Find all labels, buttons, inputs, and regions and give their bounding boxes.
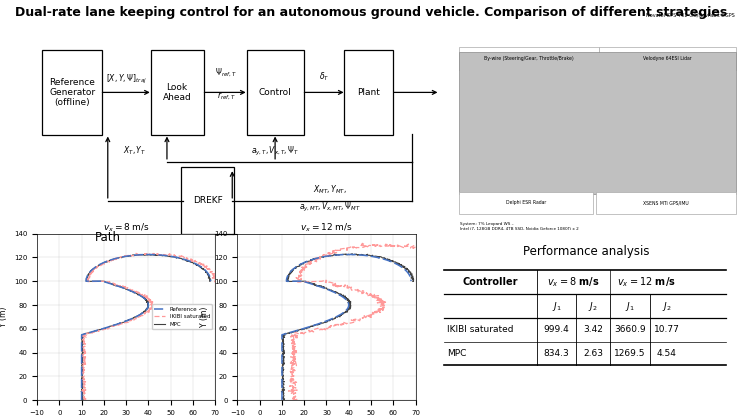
Text: 10.77: 10.77 [654,325,680,334]
Text: Plant: Plant [358,88,381,97]
Text: By-wire (Steering/Gear, Throttle/Brake): By-wire (Steering/Gear, Throttle/Brake) [484,56,574,61]
FancyBboxPatch shape [596,191,736,214]
Text: Look
Ahead: Look Ahead [162,83,191,102]
Text: Velodyne 64ESI Lidar: Velodyne 64ESI Lidar [643,56,692,61]
FancyBboxPatch shape [599,48,736,70]
Text: 4.54: 4.54 [657,349,677,358]
Text: $J_1$: $J_1$ [625,299,634,312]
Text: Dual-rate lane keeping control for an autonomous ground vehicle. Comparison of d: Dual-rate lane keeping control for an au… [15,6,727,19]
Y-axis label: Y (m): Y (m) [0,307,8,327]
Text: $X_{MT}, Y_{MT},$: $X_{MT}, Y_{MT},$ [313,184,347,196]
Y-axis label: Y (m): Y (m) [200,307,209,327]
FancyBboxPatch shape [459,48,599,70]
Text: IKIBI saturated: IKIBI saturated [447,325,513,334]
Text: Performance analysis: Performance analysis [523,245,649,258]
FancyBboxPatch shape [151,50,204,135]
Text: XSENS MTi GPS/IMU: XSENS MTi GPS/IMU [643,200,689,205]
Text: System: 7% Leopard WS –
Intel i7, 128GB DDR4, 4TB SSD, Nvidia Geforce 1080Ti x 2: System: 7% Leopard WS – Intel i7, 128GB … [460,222,579,231]
Text: MPC: MPC [447,349,466,358]
Text: $[X, Y, \Psi]_{traj}$: $[X, Y, \Psi]_{traj}$ [106,73,146,86]
Text: 1269.5: 1269.5 [614,349,646,358]
FancyBboxPatch shape [459,52,736,194]
Text: $\delta_T$: $\delta_T$ [319,71,329,83]
FancyBboxPatch shape [181,167,234,234]
Text: DREKF: DREKF [193,196,223,205]
Text: $J_2$: $J_2$ [588,299,598,312]
Text: Controller: Controller [462,277,518,287]
Text: $a_{y,MT}, V_{x,MT}, \Psi_{MT}$: $a_{y,MT}, V_{x,MT}, \Psi_{MT}$ [299,201,361,214]
Text: 2.63: 2.63 [583,349,603,358]
Text: 834.3: 834.3 [544,349,569,358]
Text: $X_T, Y_T$: $X_T, Y_T$ [122,145,146,157]
Text: Control: Control [259,88,292,97]
Title: $v_x = 12$ m/s: $v_x = 12$ m/s [300,221,353,234]
Text: 3.42: 3.42 [583,325,603,334]
Text: $v_x = 12$ m/s: $v_x = 12$ m/s [617,275,676,289]
Text: Novatel GPS-701-GG/NavFabit DGPS: Novatel GPS-701-GG/NavFabit DGPS [646,13,735,18]
FancyBboxPatch shape [344,50,393,135]
Text: 3660.9: 3660.9 [614,325,646,334]
Text: $a_{y,T}, V_{x,T}, \Psi_T$: $a_{y,T}, V_{x,T}, \Psi_T$ [251,144,299,158]
Text: 999.4: 999.4 [544,325,569,334]
Text: $J_2$: $J_2$ [662,299,672,312]
Text: $J_1$: $J_1$ [552,299,561,312]
Text: $r_{ref,T}$: $r_{ref,T}$ [217,91,235,103]
FancyBboxPatch shape [459,191,593,214]
Text: $\Psi_{ref,T}$: $\Psi_{ref,T}$ [215,67,237,79]
Text: $v_x = 8$ m/s: $v_x = 8$ m/s [547,275,600,289]
Title: $v_x = 8$ m/s: $v_x = 8$ m/s [102,221,150,234]
FancyBboxPatch shape [42,50,102,135]
Text: Path: Path [94,231,121,244]
FancyBboxPatch shape [246,50,303,135]
Text: Delphi ESR Radar: Delphi ESR Radar [506,200,546,205]
Legend: Reference, IKIBI saturated, MPC: Reference, IKIBI saturated, MPC [152,304,212,329]
Text: Reference
Generator
(offline): Reference Generator (offline) [49,78,95,107]
